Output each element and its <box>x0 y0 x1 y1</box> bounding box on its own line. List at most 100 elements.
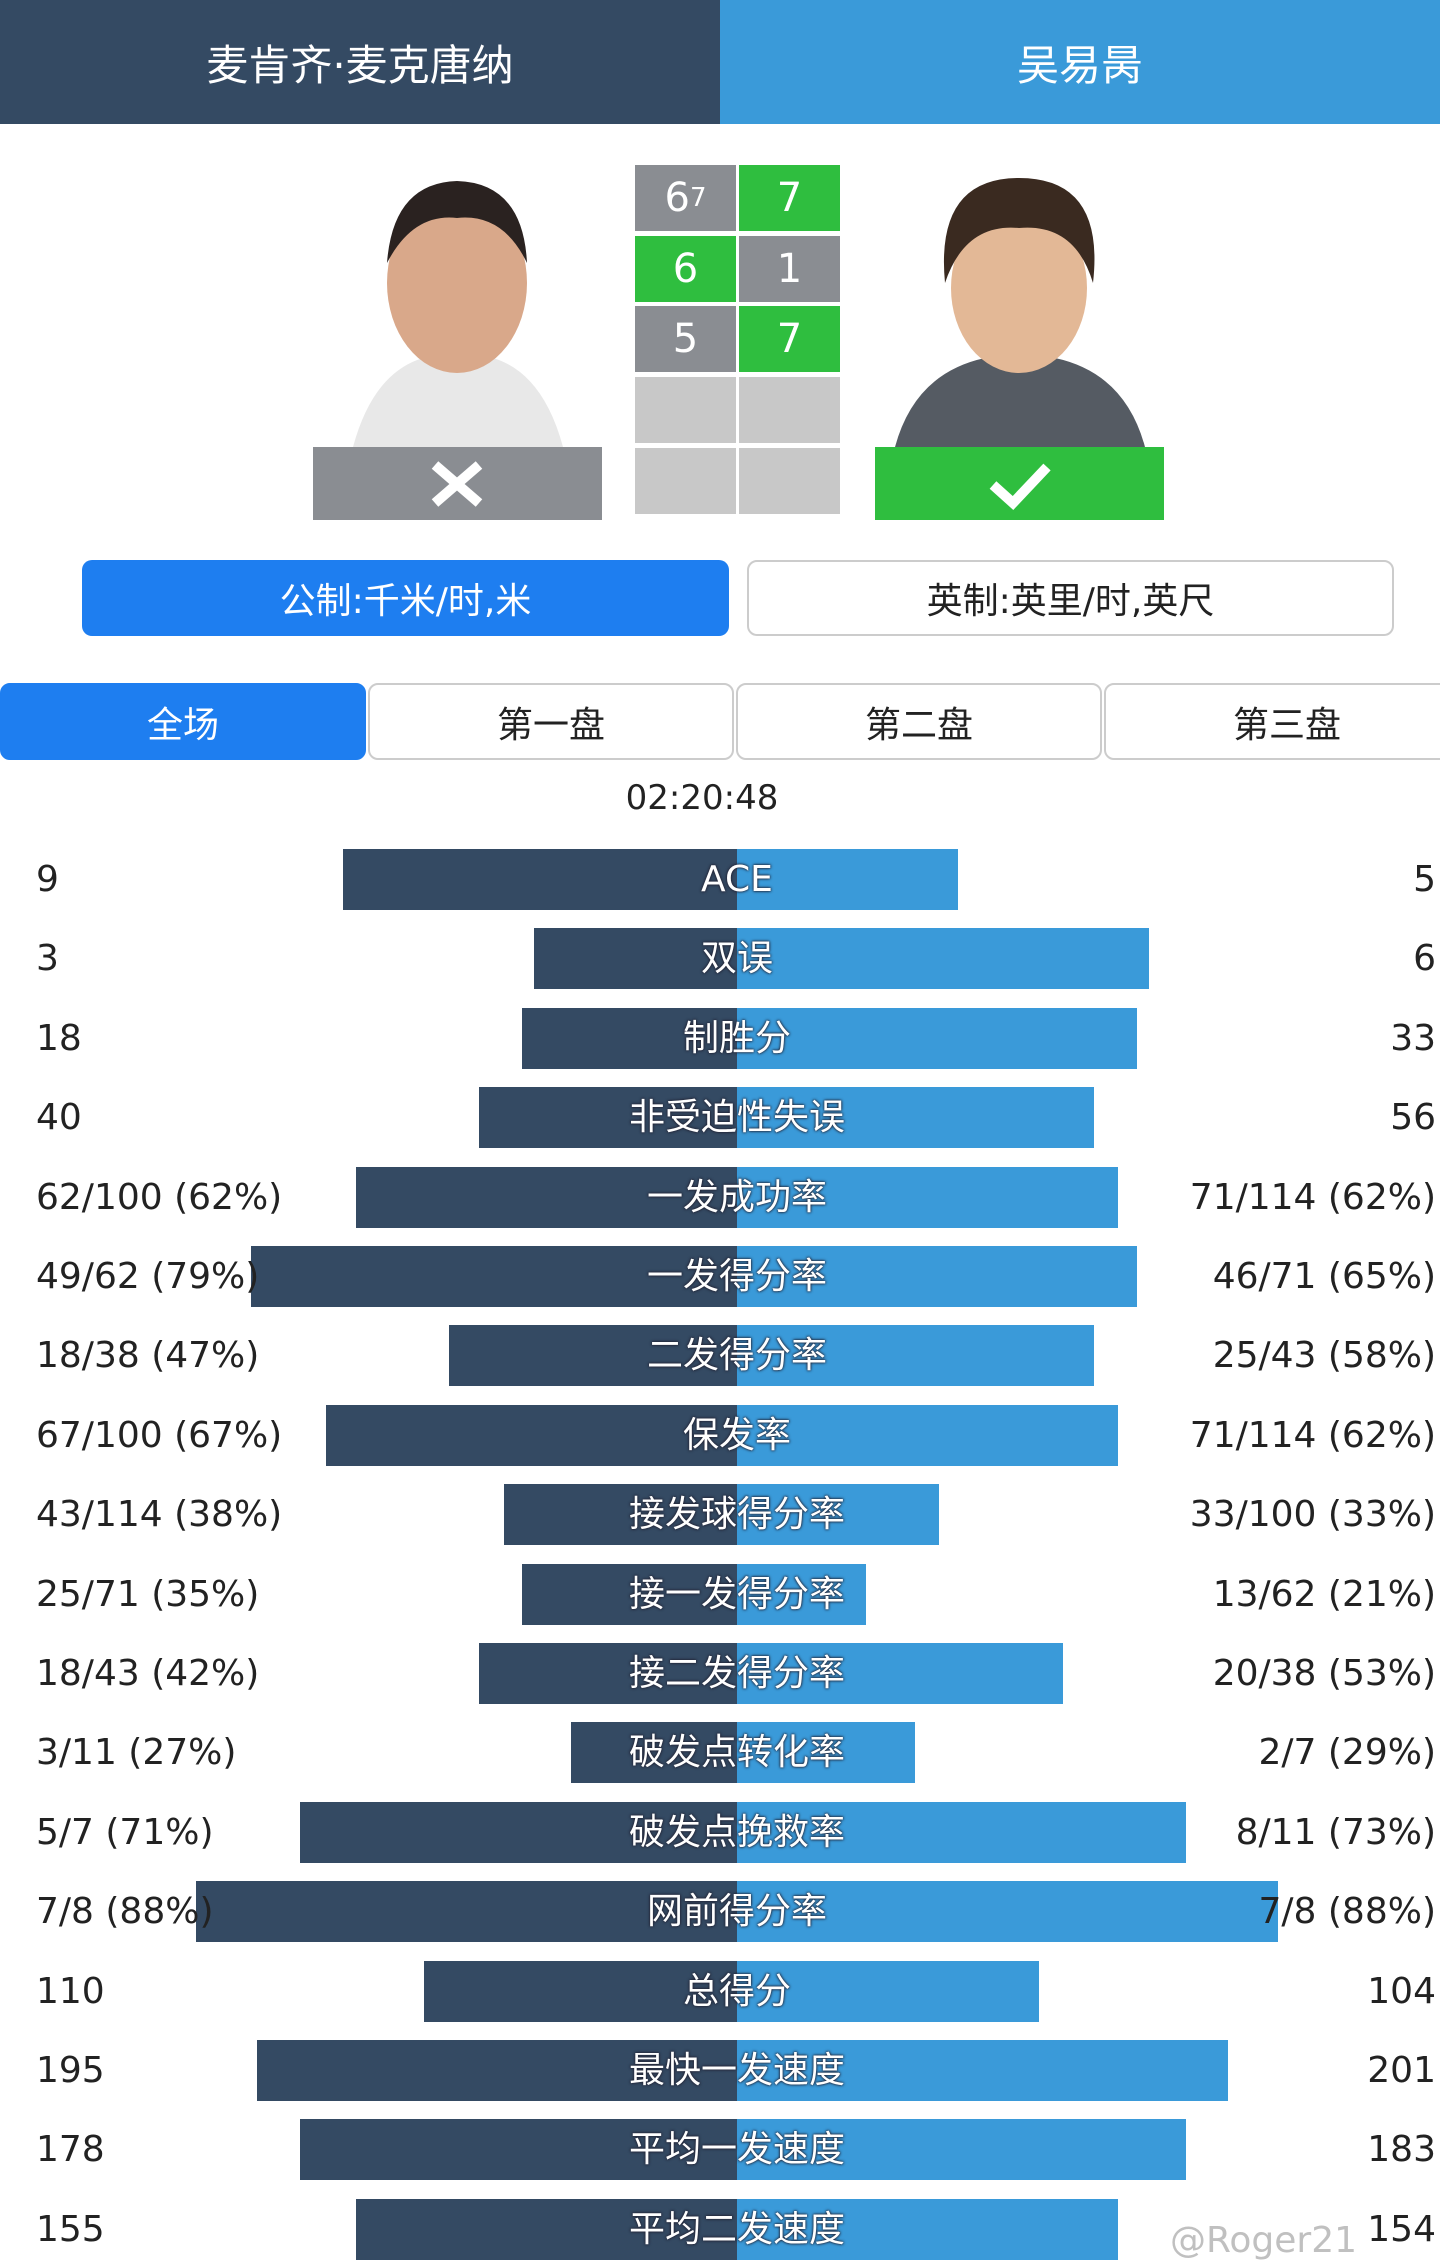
bar-left <box>257 2040 737 2101</box>
bar-right <box>737 1007 1137 1069</box>
stat-right: 154 <box>1367 2208 1436 2250</box>
stat-right: 25/43 (58%) <box>1212 1335 1436 1377</box>
stat-right: 2/7 (29%) <box>1258 1732 1437 1774</box>
stat-right: 7/8 (88%) <box>1258 1891 1437 1933</box>
stat-label: 二发得分率 <box>646 1335 827 1377</box>
bar-right <box>737 2040 1228 2101</box>
set-right: 7 <box>739 165 840 231</box>
stat-left: 9 <box>36 859 59 900</box>
stat-right: 56 <box>1390 1097 1436 1139</box>
stat-left: 40 <box>36 1097 82 1139</box>
stat-label: 接二发得分率 <box>628 1653 845 1694</box>
stat-right: 46/71 (65%) <box>1212 1256 1436 1297</box>
stat-left: 67/100 (67%) <box>36 1414 283 1456</box>
tab[interactable]: 第二盘 <box>736 683 1102 760</box>
tab[interactable]: 第一盘 <box>368 683 734 760</box>
stat-label: 接一发得分率 <box>628 1573 845 1615</box>
stat-left: 49/62 (79%) <box>36 1256 260 1297</box>
unit-imperial[interactable]: 英制:英里/时,英尺 <box>747 560 1394 636</box>
player-right: 吴易昺 <box>720 0 1440 124</box>
stat-right: 201 <box>1367 2050 1436 2091</box>
stat-label: 平均二发速度 <box>628 2208 845 2250</box>
stat-left: 110 <box>36 1970 105 2012</box>
bar-right <box>737 1801 1186 1863</box>
stat-left: 62/100 (62%) <box>36 1176 283 1218</box>
watermark: @Roger21 <box>1170 2220 1358 2261</box>
set-empty <box>739 377 840 444</box>
player-left: 麦肯齐·麦克唐纳 <box>0 0 720 124</box>
winner-mark <box>875 447 1164 520</box>
stat-label: 网前得分率 <box>646 1891 827 1933</box>
tab[interactable]: 第三盘 <box>1104 683 1440 760</box>
bar-left <box>424 1960 737 2022</box>
stat-right: 33/100 (33%) <box>1189 1494 1436 1536</box>
stat-right: 20/38 (53%) <box>1212 1653 1436 1694</box>
bar-left <box>343 849 737 910</box>
stat-label: ACE <box>701 859 773 900</box>
bar-right <box>737 1563 866 1625</box>
bar-right <box>737 1960 1039 2022</box>
bar-right <box>737 1484 939 1546</box>
bar-right <box>737 2119 1186 2181</box>
stat-right: 5 <box>1413 859 1436 900</box>
stat-right: 6 <box>1413 938 1436 980</box>
tab[interactable]: 全场 <box>0 683 366 760</box>
stat-label: 平均一发速度 <box>628 2129 845 2171</box>
bar-left <box>326 1404 737 1466</box>
stat-label: 双误 <box>700 938 773 980</box>
stat-label: 破发点转化率 <box>628 1732 845 1774</box>
bar-left <box>196 1881 737 1943</box>
stat-left: 18/43 (42%) <box>36 1653 260 1694</box>
bar-left <box>571 1722 737 1784</box>
duration: 02:20:48 <box>625 778 779 818</box>
bar-right <box>737 1881 1278 1943</box>
bar-right <box>737 2198 1118 2260</box>
bar-left <box>522 1007 737 1069</box>
set-right: 1 <box>739 235 840 302</box>
bar-left <box>504 1484 737 1546</box>
set-empty <box>739 447 840 514</box>
bar-right <box>737 1246 1137 1307</box>
stat-left: 5/7 (71%) <box>36 1811 214 1853</box>
bar-left <box>356 2198 737 2260</box>
stat-left: 3 <box>36 938 59 980</box>
set-left: 6 <box>635 235 736 302</box>
bar-left <box>449 1325 737 1387</box>
stat-label: 制胜分 <box>682 1017 791 1059</box>
unit-metric[interactable]: 公制:千米/时,米 <box>82 560 729 636</box>
bar-left <box>479 1643 737 1704</box>
photo-left <box>313 173 602 447</box>
bar-left <box>534 928 737 990</box>
stat-label: 接发球得分率 <box>628 1494 845 1536</box>
stat-right: 71/114 (62%) <box>1189 1414 1436 1456</box>
stat-right: 13/62 (21%) <box>1212 1573 1436 1615</box>
stat-left: 3/11 (27%) <box>36 1732 237 1774</box>
stat-left: 43/114 (38%) <box>36 1494 283 1536</box>
bar-left <box>251 1246 737 1307</box>
stat-label: 破发点挽救率 <box>628 1811 845 1853</box>
bar-left <box>300 2119 737 2181</box>
bar-right <box>737 1325 1094 1387</box>
stat-left: 178 <box>36 2129 105 2171</box>
bar-left <box>356 1166 737 1228</box>
stat-label: 总得分 <box>682 1970 791 2012</box>
stat-right: 8/11 (73%) <box>1235 1811 1436 1853</box>
stat-right: 33 <box>1390 1017 1436 1059</box>
stat-left: 7/8 (88%) <box>36 1891 214 1933</box>
set-empty <box>635 447 736 514</box>
set-empty <box>635 377 736 444</box>
stat-left: 18/38 (47%) <box>36 1335 260 1377</box>
stat-label: 一发得分率 <box>646 1256 827 1297</box>
bar-right <box>737 1166 1118 1228</box>
stat-label: 最快一发速度 <box>628 2050 845 2091</box>
tiebreak: 7 <box>689 183 707 213</box>
set-right: 7 <box>739 306 840 373</box>
stat-right: 104 <box>1367 1970 1436 2012</box>
stat-left: 18 <box>36 1017 82 1059</box>
stat-right: 183 <box>1367 2129 1436 2171</box>
photo-right <box>875 173 1164 447</box>
bar-right <box>737 1643 1063 1704</box>
bar-left <box>522 1563 737 1625</box>
